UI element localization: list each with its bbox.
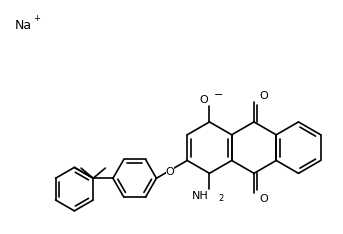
Text: O: O bbox=[259, 91, 268, 101]
Text: Na: Na bbox=[15, 19, 32, 32]
Text: O: O bbox=[166, 167, 175, 177]
Text: NH: NH bbox=[192, 191, 209, 201]
Text: −: − bbox=[213, 90, 223, 100]
Text: O: O bbox=[259, 194, 268, 204]
Text: +: + bbox=[33, 14, 39, 23]
Text: O: O bbox=[200, 95, 209, 105]
Text: 2: 2 bbox=[218, 194, 224, 203]
